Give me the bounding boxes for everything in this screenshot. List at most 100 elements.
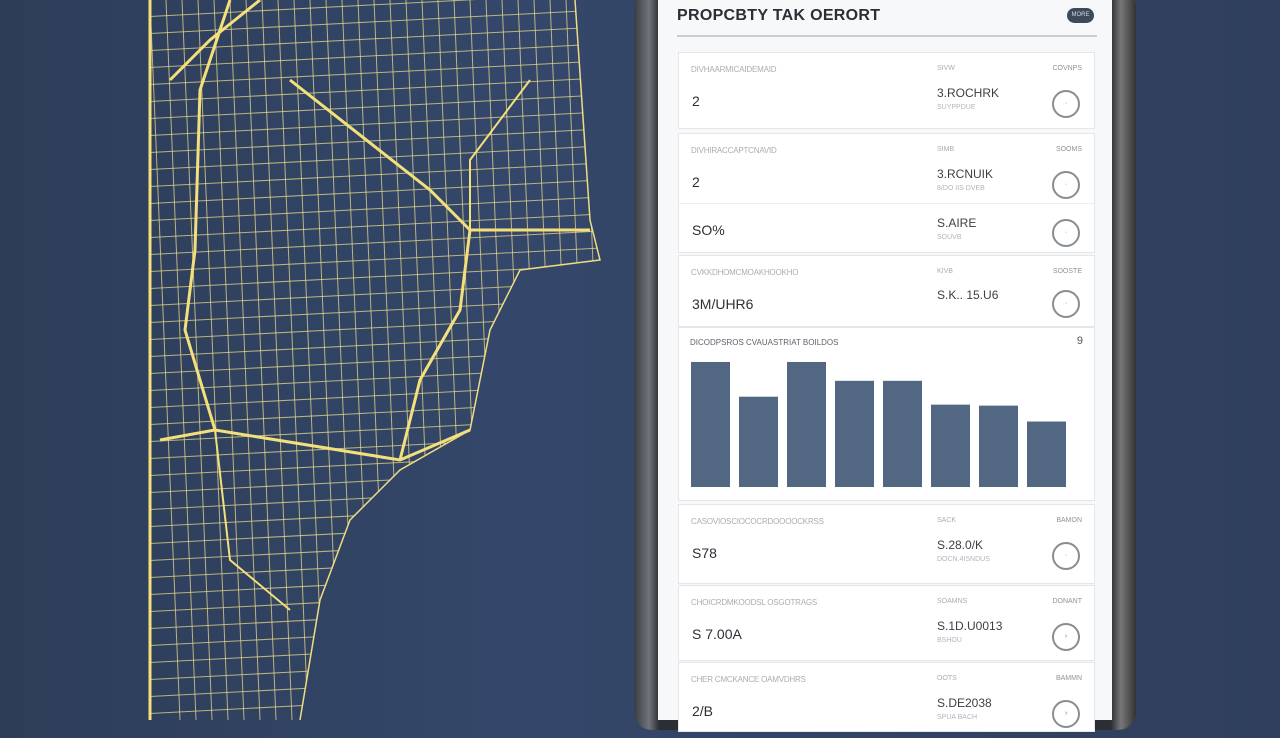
street-line — [293, 0, 325, 720]
street-line — [485, 0, 517, 720]
column-label: SACK — [937, 517, 957, 524]
page-title: PROPCBTY TAK OERORT — [677, 7, 881, 24]
column-label-2: SOOSTE — [1052, 268, 1082, 275]
street-line — [150, 229, 600, 256]
street-line — [150, 0, 600, 18]
row-value: S78 — [692, 545, 717, 561]
row-value: 2 — [692, 174, 700, 190]
row-amount: 3.ROCHRK — [937, 86, 1000, 100]
street-line — [150, 76, 600, 103]
tax-card-2: DIVHIRACCAPTCNAVID SIMB SOOMS 2 3.RCNUIK… — [678, 133, 1095, 253]
street-line — [533, 0, 565, 720]
street-line — [469, 0, 501, 720]
circle-icon[interactable]: › — [1052, 623, 1080, 651]
street-line — [501, 0, 533, 720]
chart-bar-6 — [931, 404, 970, 487]
circle-icon[interactable]: · — [1052, 290, 1080, 318]
chart-card: DICODPSROS CVAUASTRIAT BOILDOS 9 — [678, 327, 1095, 501]
column-label: SIVW — [937, 65, 955, 72]
street-line — [150, 144, 600, 171]
list-item[interactable]: CASOVIOSCIOCOCRDOOOOCKRSS SACK BAMON S78… — [679, 505, 1094, 583]
street-line — [549, 0, 581, 720]
tax-card-4: CASOVIOSCIOCOCRDOOOOCKRSS SACK BAMON S78… — [678, 504, 1095, 584]
street-line — [181, 0, 213, 720]
street-line — [150, 127, 600, 154]
circle-icon[interactable]: · — [1052, 219, 1080, 247]
circle-icon[interactable]: · — [1052, 90, 1080, 118]
circle-icon[interactable]: › — [1052, 700, 1080, 728]
street-line — [150, 161, 600, 188]
chart-bar-8 — [1027, 421, 1066, 487]
street-line — [150, 246, 600, 273]
row-amount: S.K.. 15.U6 — [937, 288, 999, 302]
circle-icon[interactable]: · — [1052, 171, 1080, 199]
tax-card-6: CHER CMCKANCE OAMVDHRS OOTS BAMMN 2/B S.… — [678, 662, 1095, 732]
street-line — [150, 195, 600, 222]
row-label: DIVHAARMICAIDEMAID — [691, 65, 777, 74]
menu-badge-button[interactable]: MORE — [1067, 8, 1094, 23]
list-item[interactable]: CHOICRDMKOODSL OSGOTRAGS SOAMNS DONANT S… — [679, 586, 1094, 660]
column-label-2: BAMON — [1056, 517, 1082, 524]
street-line — [453, 0, 485, 720]
row-amount: S.28.0/K — [937, 538, 984, 552]
street-line — [150, 42, 600, 69]
circle-icon[interactable]: · — [1052, 542, 1080, 570]
row-subtext: 8/DO IIS DVEB — [937, 185, 985, 192]
list-item[interactable]: DIVHAARMICAIDEMAID SIVW COVNPS 2 3.ROCHR… — [679, 53, 1094, 128]
column-label-2: DONANT — [1052, 598, 1082, 605]
street-line — [150, 0, 181, 720]
street-line — [597, 0, 600, 720]
row-value: S 7.00A — [692, 626, 742, 642]
chart-bar-1 — [691, 361, 730, 487]
list-item[interactable]: CHER CMCKANCE OAMVDHRS OOTS BAMMN 2/B S.… — [679, 663, 1094, 738]
street-line — [150, 93, 600, 120]
row-label: CHER CMCKANCE OAMVDHRS — [691, 675, 806, 684]
row-subtext: BSHOU — [937, 637, 962, 644]
street-line — [197, 0, 229, 720]
row-amount: 3.RCNUIK — [937, 167, 994, 181]
column-label-2: SOOMS — [1055, 146, 1082, 153]
chart-bar-4 — [835, 380, 874, 487]
row-subtext: SUYPPDUE — [937, 104, 976, 111]
column-label: KIVB — [937, 268, 953, 275]
list-item[interactable]: DIVHIRACCAPTCNAVID SIMB SOOMS 2 3.RCNUIK… — [679, 134, 1094, 204]
street-line — [421, 0, 453, 720]
row-subtext: SPUA BACH — [937, 714, 978, 721]
row-value: 2/B — [692, 703, 714, 719]
row-value: 3M/UHR6 — [692, 296, 754, 312]
row-subtext: SOUVB — [937, 234, 962, 241]
row-amount: S.AIRE — [937, 216, 977, 230]
street-line — [581, 0, 600, 720]
row-value: 2 — [692, 93, 700, 109]
street-line — [165, 0, 197, 720]
street-line — [261, 0, 293, 720]
row-amount: S.DE2038 — [937, 696, 992, 710]
street-line — [150, 25, 600, 52]
row-label: DIVHIRACCAPTCNAVID — [691, 146, 777, 155]
column-label: OOTS — [937, 675, 957, 682]
column-label-2: BAMMN — [1055, 675, 1082, 682]
street-line — [150, 212, 600, 239]
column-label: SIMB — [937, 146, 955, 153]
row-value: SO% — [692, 222, 725, 238]
title-divider — [677, 35, 1097, 37]
city-street-map — [148, 0, 601, 720]
row-label: CASOVIOSCIOCOCRDOOOOCKRSS — [691, 517, 824, 526]
list-item[interactable]: CVKKDHOMCMOAKHOOKHO KIVB SOOSTE 3M/UHR6 … — [679, 256, 1094, 326]
street-line — [437, 0, 469, 720]
column-label-2: COVNPS — [1052, 65, 1082, 72]
street-line — [150, 110, 600, 137]
street-line — [357, 0, 389, 720]
tax-card-1: DIVHAARMICAIDEMAID SIVW COVNPS 2 3.ROCHR… — [678, 52, 1095, 129]
tax-card-5: CHOICRDMKOODSL OSGOTRAGS SOAMNS DONANT S… — [678, 585, 1095, 661]
street-line — [277, 0, 309, 720]
bar-chart: DICODPSROS CVAUASTRIAT BOILDOS 9 — [690, 335, 1083, 487]
chart-bar-7 — [979, 405, 1018, 487]
street-line — [213, 0, 245, 720]
column-label: SOAMNS — [937, 598, 968, 605]
street-line — [150, 59, 600, 86]
street-line — [150, 178, 600, 205]
chart-bar-2 — [739, 396, 778, 487]
street-line — [229, 0, 261, 720]
list-item[interactable]: SO% S.AIRE SOUVB · — [679, 204, 1094, 252]
